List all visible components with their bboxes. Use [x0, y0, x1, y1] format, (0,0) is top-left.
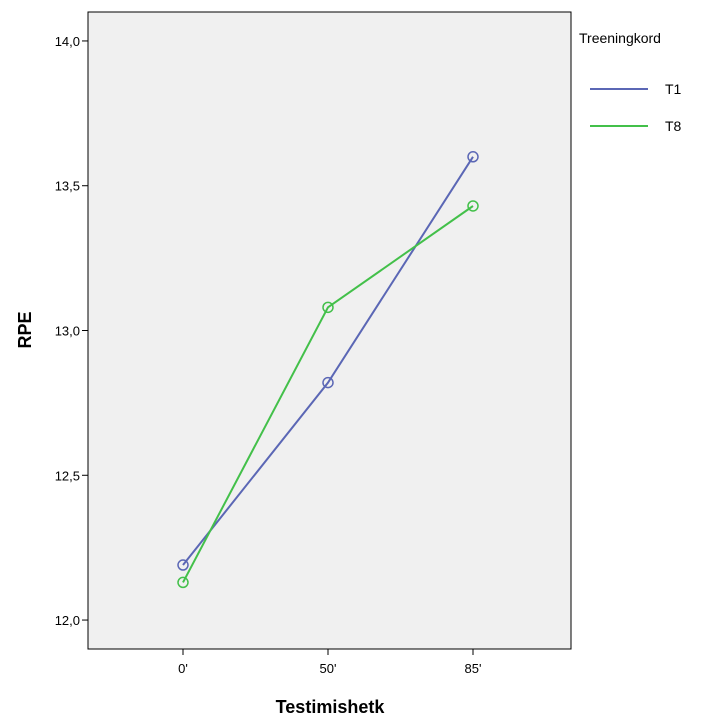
y-axis: 12,0 12,5 13,0 13,5 14,0 [55, 34, 88, 628]
series-line-t1 [182, 156, 474, 566]
y-tick-label: 12,5 [55, 468, 80, 483]
legend-label-t8: T8 [665, 118, 682, 134]
x-axis: 0' 50' 85' [178, 649, 481, 676]
y-tick-label: 13,0 [55, 324, 80, 339]
data-point-t1 [177, 559, 189, 571]
y-tick-label: 13,5 [55, 179, 80, 194]
x-axis-title: Testimishetk [276, 697, 386, 717]
y-tick-label: 14,0 [55, 34, 80, 49]
data-point-t8 [467, 200, 479, 212]
x-tick-label: 50' [320, 661, 337, 676]
data-point-t8 [322, 301, 334, 314]
data-point-t8 [177, 576, 189, 589]
legend-title: Treeningkord [579, 30, 661, 46]
data-point-t1 [467, 151, 479, 163]
series-layer [177, 151, 479, 589]
data-point-t1 [322, 376, 334, 389]
x-tick-label: 0' [178, 661, 188, 676]
y-tick-label: 12,0 [55, 613, 80, 628]
y-axis-title: RPE [15, 311, 35, 348]
legend-label-t1: T1 [665, 81, 682, 97]
legend: Treeningkord T1 T8 [579, 30, 682, 134]
series-line-t8 [182, 205, 474, 583]
plot-area [87, 11, 572, 650]
x-tick-label: 85' [465, 661, 482, 676]
